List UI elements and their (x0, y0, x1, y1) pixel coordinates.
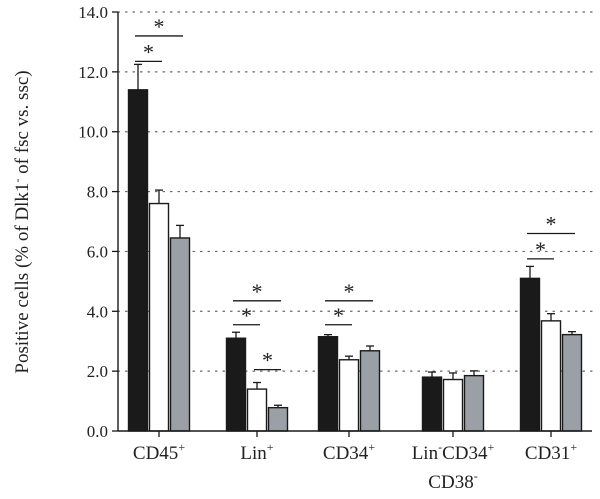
bar-s1-c4 (540, 320, 562, 432)
y-axis-title-rest: of fsc vs. ssc) (12, 70, 33, 178)
category-label-3: Lin-CD34+ (412, 440, 495, 464)
bar-s1-c0 (148, 202, 170, 432)
category-label-3-line2-part-0: CD38 (428, 472, 473, 493)
y-tick-labels: 0.0 2.0 4.0 6.0 8.0 10.0 12.0 14.0 (78, 3, 108, 441)
significance-star-5: * (333, 303, 344, 328)
significance-star-2: * (241, 303, 252, 328)
y-tick-label-4: 8.0 (87, 183, 108, 202)
bar-s2-c0 (169, 237, 191, 432)
significance-star-3: * (252, 279, 263, 304)
category-label-3-part-2: CD34 (442, 443, 488, 464)
significance-star-6: * (344, 279, 355, 304)
category-label-4-part-0: CD31 (525, 443, 570, 464)
category-label-3-line2-part-1: - (474, 469, 478, 483)
bar-s1-c3 (442, 378, 464, 432)
bar-s0-c4 (519, 277, 541, 432)
category-label-1: Lin+ (240, 440, 273, 464)
category-label-0-part-0: CD45 (133, 443, 178, 464)
y-tick-label-2: 4.0 (87, 302, 108, 321)
category-label-1-part-0: Lin (240, 443, 267, 464)
axes (112, 11, 592, 437)
y-tick-label-3: 6.0 (87, 242, 108, 261)
y-axis-title-main: Positive cells (% of Dlk1 (12, 183, 33, 374)
category-label-2-part-0: CD34 (323, 443, 369, 464)
y-axis-title-sup: - (10, 179, 24, 183)
bar-s1-c2 (338, 359, 360, 432)
bar-s2-c3 (463, 374, 485, 432)
category-label-2: CD34+ (323, 440, 375, 464)
category-label-4-part-1: + (570, 440, 577, 454)
category-label-4: CD31+ (525, 440, 577, 464)
bar-s2-c4 (561, 333, 583, 432)
bar-s1-c1 (246, 388, 268, 432)
y-axis-title: Positive cells (% of Dlk1- of fsc vs. ss… (10, 70, 33, 373)
bar-s2-c1 (267, 406, 289, 432)
y-tick-label-1: 2.0 (87, 362, 108, 381)
significance-star-8: * (546, 211, 557, 236)
y-tick-label-6: 12.0 (78, 63, 108, 82)
y-tick-label-5: 10.0 (78, 123, 108, 142)
significance-star-1: * (154, 14, 165, 39)
significance-markers: ********* (135, 14, 575, 373)
category-label-1-part-1: + (267, 440, 274, 454)
significance-star-4: * (262, 348, 273, 373)
error-bars (134, 63, 576, 408)
category-label-3-part-0: Lin (412, 443, 439, 464)
y-tick-label-0: 0.0 (87, 422, 108, 441)
bar-s0-c2 (317, 336, 339, 432)
bars (127, 89, 583, 432)
y-tick-label-7: 14.0 (78, 3, 108, 22)
significance-star-0: * (143, 39, 154, 64)
bar-s0-c1 (225, 337, 247, 432)
significance-star-7: * (535, 237, 546, 262)
category-label-2-part-1: + (368, 440, 375, 454)
category-label-0-part-1: + (178, 440, 185, 454)
category-label-0: CD45+ (133, 440, 185, 464)
category-label-3-line2: CD38- (428, 469, 477, 493)
category-labels: CD45+ Lin+ CD34+ Lin-CD34+CD38-CD31+ (133, 440, 577, 493)
bar-s2-c2 (359, 350, 381, 432)
category-label-3-part-3: + (488, 440, 495, 454)
category-label-3-part-1: - (438, 440, 442, 454)
bar-s0-c3 (421, 376, 443, 432)
bar-s0-c0 (127, 89, 149, 432)
